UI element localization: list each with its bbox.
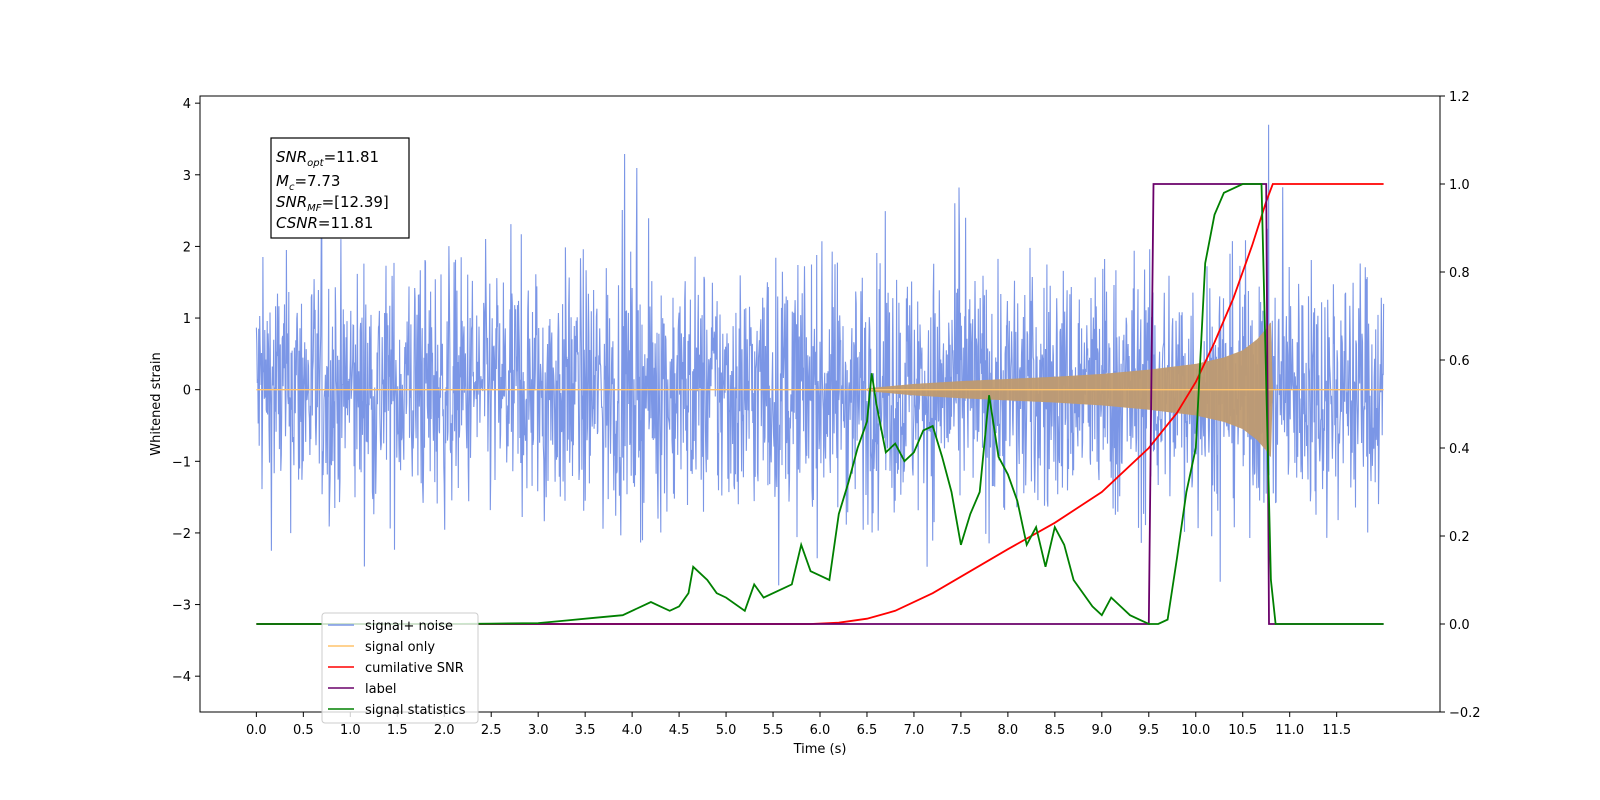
x-axis-label: Time (s) [793, 742, 847, 757]
legend-label-label: label [365, 682, 396, 697]
y-right-tick-label: 0.2 [1449, 530, 1470, 545]
y-right-tick-label: −0.2 [1449, 706, 1481, 721]
y-tick-label: 3 [183, 169, 191, 184]
y-right-tick-label: 0.0 [1449, 618, 1470, 633]
y-tick-label: 4 [183, 97, 191, 112]
snr-mf-annotation: SNRMF=[12.39] [276, 193, 389, 214]
y-axis-label: Whitened strain [149, 352, 164, 455]
snr-opt-annotation: SNRopt=11.81 [276, 148, 379, 169]
x-tick-label: 4.5 [669, 723, 690, 738]
legend-label-signal-noise: signal+ noise [365, 619, 453, 634]
x-tick-label: 10.0 [1181, 723, 1210, 738]
x-tick-label: 6.5 [857, 723, 878, 738]
x-tick-label: 3.0 [528, 723, 549, 738]
y-tick-label: −2 [172, 527, 191, 542]
y-right-tick-label: 0.8 [1449, 266, 1470, 281]
series-signal-noise [255, 124, 1385, 586]
y-right-tick-label: 0.4 [1449, 442, 1470, 457]
right-y-axis: 1.2 1.0 0.8 0.6 0.4 0.2 0.0 −0.2 [1440, 90, 1481, 721]
series-signal-statistics [256, 183, 1384, 625]
x-tick-label: 5.5 [763, 723, 784, 738]
csnr-annotation: CSNR=11.81 [276, 214, 373, 232]
x-tick-label: 9.0 [1091, 723, 1112, 738]
x-tick-label: 0.5 [293, 723, 314, 738]
x-tick-label: 11.0 [1275, 723, 1304, 738]
x-tick-label: 1.0 [340, 723, 361, 738]
x-tick-label: 0.0 [246, 723, 267, 738]
x-tick-label: 4.0 [622, 723, 643, 738]
x-tick-label: 5.0 [716, 723, 737, 738]
x-tick-label: 11.5 [1322, 723, 1351, 738]
x-tick-label: 9.5 [1138, 723, 1159, 738]
x-tick-label: 8.0 [998, 723, 1019, 738]
series-cumulative-snr [256, 183, 1384, 625]
x-tick-label: 6.0 [810, 723, 831, 738]
x-tick-label: 3.5 [575, 723, 596, 738]
x-tick-label: 7.5 [951, 723, 972, 738]
y-tick-label: −1 [172, 455, 191, 470]
x-tick-label: 7.0 [904, 723, 925, 738]
x-axis: 0.0 0.5 1.0 1.5 2.0 2.5 3.0 3.5 4.0 4.5 5.0 5.5 6.0 6… [246, 712, 1351, 738]
legend-label-signal-only: signal only [365, 640, 435, 655]
y-tick-label: −4 [172, 670, 191, 685]
legend-label-cumulative-snr: cumilative SNR [365, 661, 464, 676]
y-tick-label: −3 [172, 599, 191, 614]
legend-label-signal-statistics: signal statistics [365, 703, 466, 718]
y-right-tick-label: 1.0 [1449, 178, 1470, 193]
plot-area [255, 124, 1385, 625]
x-tick-label: 8.5 [1045, 723, 1066, 738]
y-tick-label: 2 [183, 240, 191, 255]
left-y-axis: 4 3 2 1 0 −1 −2 −3 −4 [172, 97, 200, 685]
y-tick-label: 0 [183, 384, 191, 399]
x-tick-label: 1.5 [387, 723, 408, 738]
stats-annotation-box: SNRopt=11.81 Mc=7.73 SNRMF=[12.39] CSNR=… [270, 137, 410, 239]
y-right-tick-label: 1.2 [1449, 90, 1470, 105]
legend: signal+ noise signal only cumilative SNR… [321, 612, 479, 724]
x-tick-label: 2.0 [434, 723, 455, 738]
mc-annotation: Mc=7.73 [276, 172, 340, 193]
x-tick-label: 2.5 [481, 723, 502, 738]
y-tick-label: 1 [183, 312, 191, 327]
x-tick-label: 10.5 [1228, 723, 1257, 738]
y-right-tick-label: 0.6 [1449, 354, 1470, 369]
